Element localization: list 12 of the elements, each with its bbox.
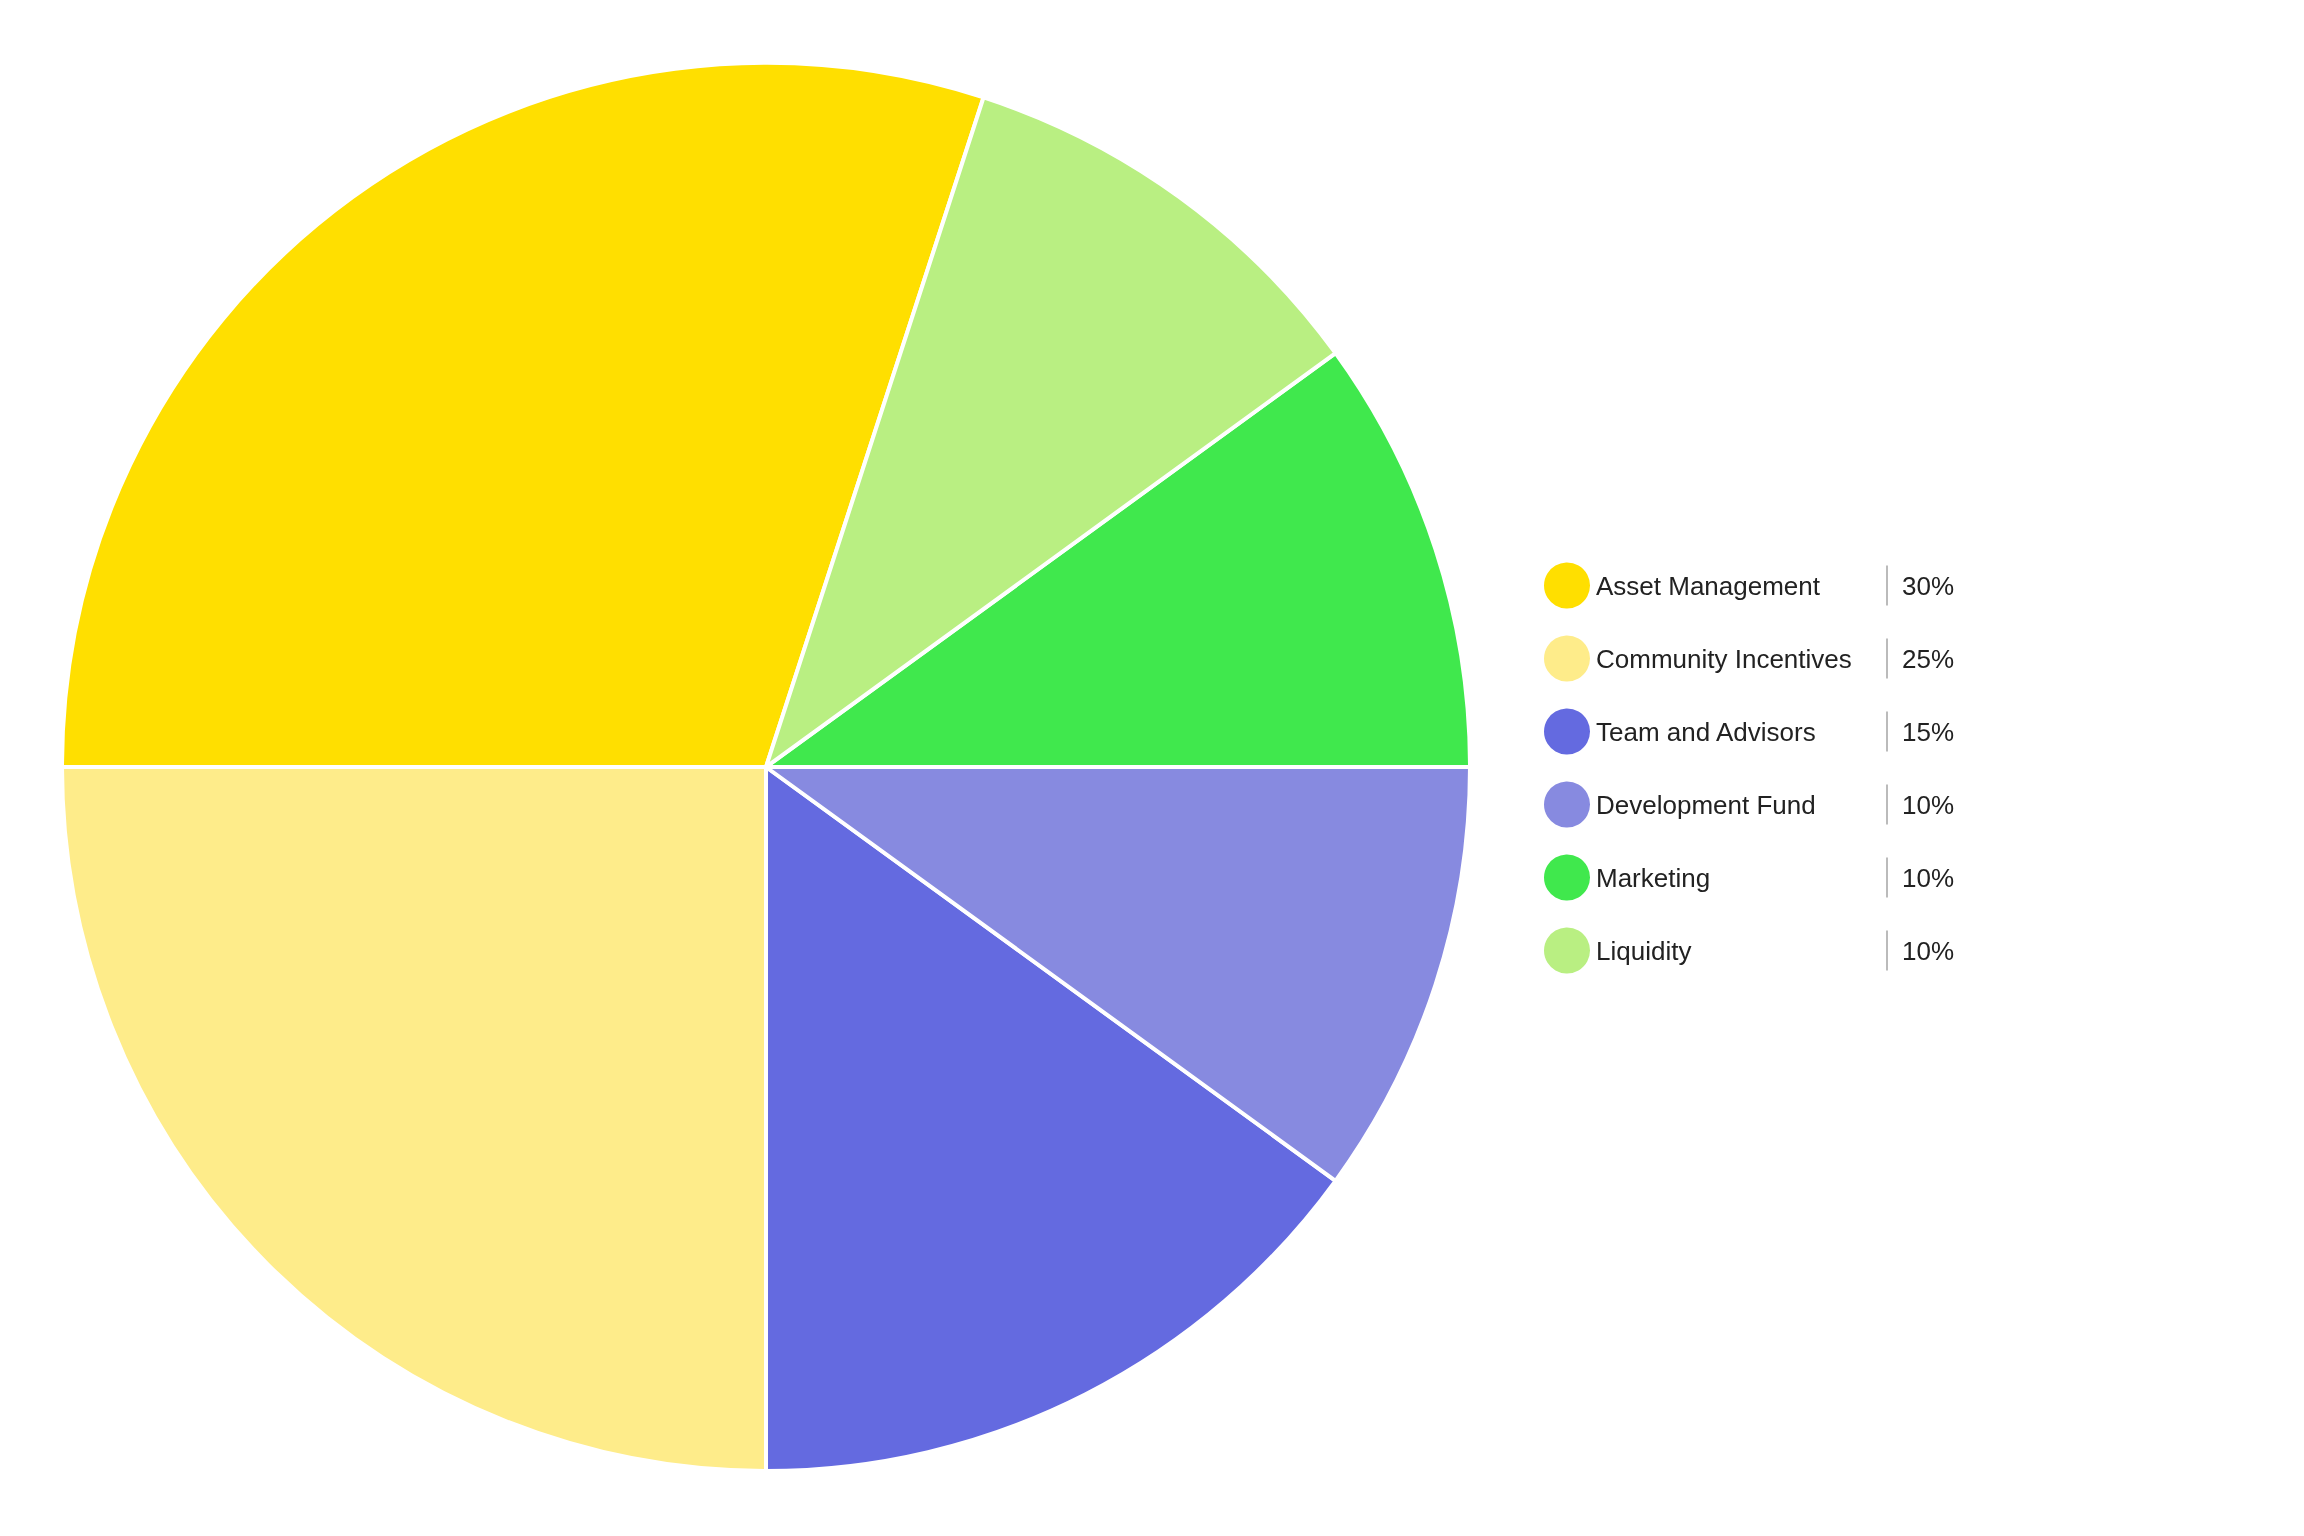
data-label: 10% bbox=[1902, 935, 1955, 966]
data-label: 30% bbox=[1902, 570, 1955, 601]
data-label: 25% bbox=[1902, 643, 1955, 674]
legend-label: Asset Management bbox=[1596, 570, 1821, 601]
legend-label: Team and Advisors bbox=[1596, 716, 1816, 747]
data-label: 10% bbox=[1902, 789, 1955, 820]
legend-label: Community Incentives bbox=[1596, 643, 1852, 674]
data-label: 15% bbox=[1902, 716, 1955, 747]
legend-label: Liquidity bbox=[1596, 935, 1692, 966]
data-label: 10% bbox=[1902, 862, 1955, 893]
legend-label: Development Fund bbox=[1596, 789, 1816, 820]
legend-label: Marketing bbox=[1596, 862, 1711, 893]
